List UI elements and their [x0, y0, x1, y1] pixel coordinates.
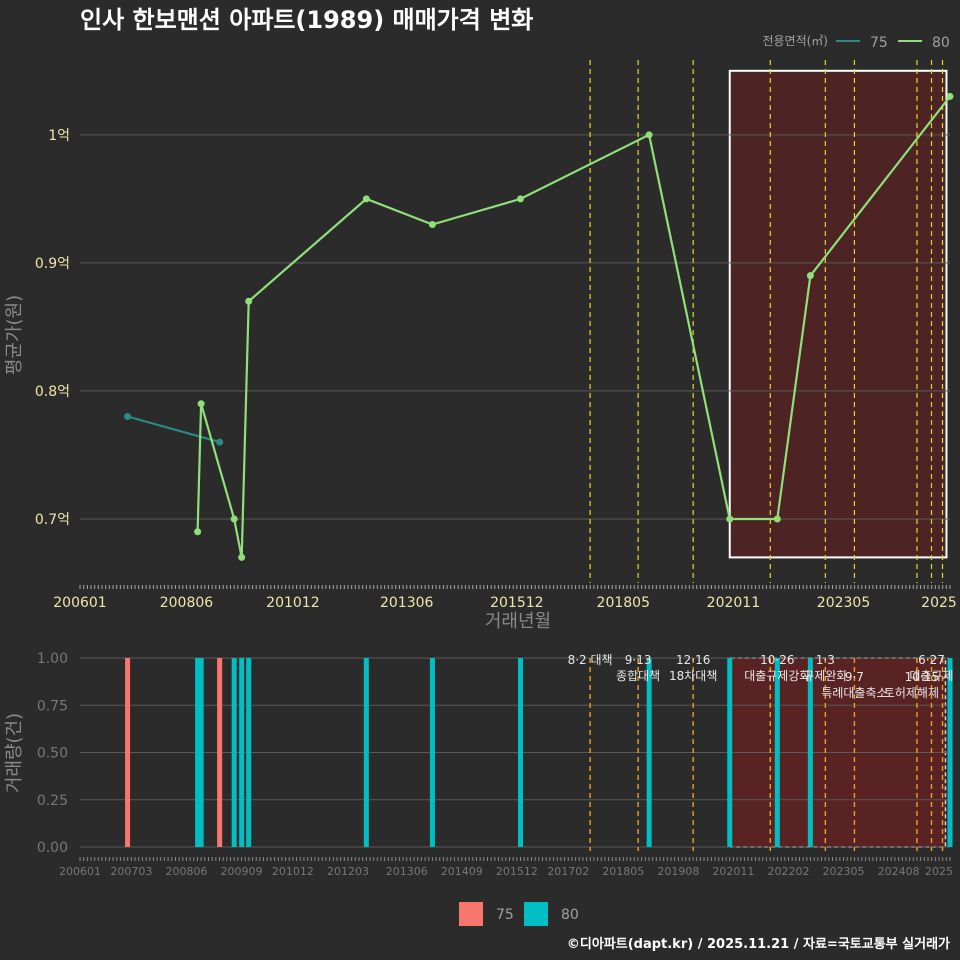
policy-annotation: 18차대책 [669, 668, 717, 683]
policy-annotation: 6·27 [918, 653, 945, 667]
x-tick-label: 201512 [490, 595, 543, 611]
series-80-point [362, 195, 370, 203]
bar-80 [231, 658, 237, 847]
legend-top: 전용면적(㎡) 75 80 [762, 34, 949, 51]
policy-annotation: 대출규제 [909, 669, 953, 683]
series-80-point [517, 195, 525, 203]
series-80-point [197, 400, 205, 408]
x-tick-label-bottom: 201702 [547, 865, 589, 878]
bar-80 [947, 658, 953, 847]
series-80-point [230, 515, 238, 523]
source-caption: ©디아파트(dapt.kr) / 2025.11.21 / 자료=국토교통부 실… [567, 936, 950, 952]
highlight-box [728, 69, 948, 559]
x-tick-label-bottom: 201203 [327, 865, 369, 878]
x-tick-label: 202011 [707, 595, 760, 611]
y-tick-label: 0.7억 [35, 512, 70, 528]
series-75-point [124, 413, 132, 421]
x-tick-label-bottom: 201409 [441, 865, 483, 878]
y-tick-label: 0.9억 [35, 256, 70, 272]
policy-annotation: 9·7 [845, 670, 864, 684]
bar-80 [646, 658, 652, 847]
x-tick-label-bottom: 202011 [712, 865, 754, 878]
y-tick-label-bottom: 1.00 [37, 651, 68, 667]
legend-bar-80-swatch [524, 902, 548, 926]
legend-80-label: 80 [932, 35, 950, 51]
series-80-point [194, 528, 202, 536]
x-tick-label: 200601 [53, 595, 106, 611]
top-x-axis-title: 거래년월 [485, 611, 551, 632]
bar-80 [429, 658, 435, 847]
policy-annotation: 규제완화 [803, 669, 847, 683]
bar-80 [807, 658, 813, 847]
bar-80 [727, 658, 733, 847]
series-80-point [428, 220, 436, 228]
series-80-point [238, 553, 246, 561]
bar-80 [774, 658, 780, 847]
x-tick-label-bottom: 200806 [165, 865, 207, 878]
series-80-point [726, 515, 734, 523]
legend-bar-75-label: 75 [496, 907, 514, 923]
y-tick-label: 0.8억 [35, 384, 70, 400]
x-tick-label: 202305 [817, 595, 870, 611]
policy-annotation: 10·15 [905, 670, 939, 684]
x-tick-label-bottom: 200601 [59, 865, 101, 878]
legend-75-label: 75 [870, 35, 888, 51]
policy-annotation: 종합대책 [616, 668, 660, 683]
policy-annotation: 1·3 [816, 653, 835, 667]
bar-80 [195, 658, 201, 847]
series-80-point [806, 272, 814, 280]
x-tick-label-bottom: 201306 [386, 865, 428, 878]
policy-annotation: 9·13 [625, 653, 652, 667]
policy-annotation: 대출규제강화 [744, 669, 810, 683]
chart-title: 인사 한보맨션 아파트(1989) 매매가격 변화 [80, 6, 533, 34]
volume-chart: 0.000.250.500.751.00 8·2 대책 9·13종합대책12·161… [37, 651, 954, 878]
bottom-y-axis-title: 거래량(건) [4, 713, 25, 793]
x-tick-label: 201012 [266, 595, 319, 611]
x-tick-label-bottom: 200909 [221, 865, 263, 878]
bar-80 [198, 658, 204, 847]
y-tick-label: 1억 [48, 128, 70, 144]
top-y-axis-title: 평균가(원) [4, 295, 25, 375]
y-tick-label-bottom: 0.75 [37, 698, 68, 714]
legend-title: 전용면적(㎡) [762, 34, 828, 48]
series-80-point [946, 92, 954, 100]
x-tick-label: 201805 [597, 595, 650, 611]
x-tick-label-bottom: 200703 [110, 865, 152, 878]
x-tick-label: 2025 [921, 595, 957, 611]
series-75-line [127, 415, 220, 444]
x-tick-label-bottom: 201908 [657, 865, 699, 878]
bar-80 [239, 658, 245, 847]
policy-annotation: 특례대출축소 [821, 686, 887, 700]
legend-bar-75-swatch [459, 902, 483, 926]
bar-80 [246, 658, 252, 847]
y-tick-label-bottom: 0.25 [37, 793, 68, 809]
series-80-point [245, 297, 253, 305]
price-chart: 0.7억 0.8억 0.9억 1억 200601 200806 201012 201306 20… [35, 60, 957, 611]
x-tick-label: 200806 [160, 595, 214, 611]
x-tick-label-bottom: 201805 [602, 865, 644, 878]
y-tick-label-bottom: 0.00 [37, 840, 68, 856]
bar-75 [217, 658, 223, 847]
x-tick-label-bottom: 202202 [767, 865, 809, 878]
series-80-point [773, 515, 781, 523]
x-tick-label-bottom: 202305 [823, 865, 865, 878]
x-tick-label-bottom: 202408 [878, 865, 920, 878]
legend-bar-80-label: 80 [561, 907, 579, 923]
x-tick-label: 201306 [380, 595, 434, 611]
policy-annotation: 8·2 대책 [568, 652, 613, 667]
bar-80 [518, 658, 524, 847]
x-tick-label-bottom: 201012 [272, 865, 314, 878]
series-75-point [216, 438, 224, 446]
y-tick-label-bottom: 0.50 [37, 746, 68, 762]
legend-bottom: 75 80 [459, 902, 579, 926]
bar-75 [125, 658, 131, 847]
policy-annotation: 10·26 [760, 653, 794, 667]
series-80-point [645, 131, 653, 139]
policy-annotation: 12·16 [676, 653, 710, 667]
bar-80 [363, 658, 369, 847]
policy-annotation: 토허제해제 [884, 686, 939, 700]
x-tick-label-bottom: 2025 [925, 865, 953, 878]
x-tick-label-bottom: 201512 [496, 865, 538, 878]
